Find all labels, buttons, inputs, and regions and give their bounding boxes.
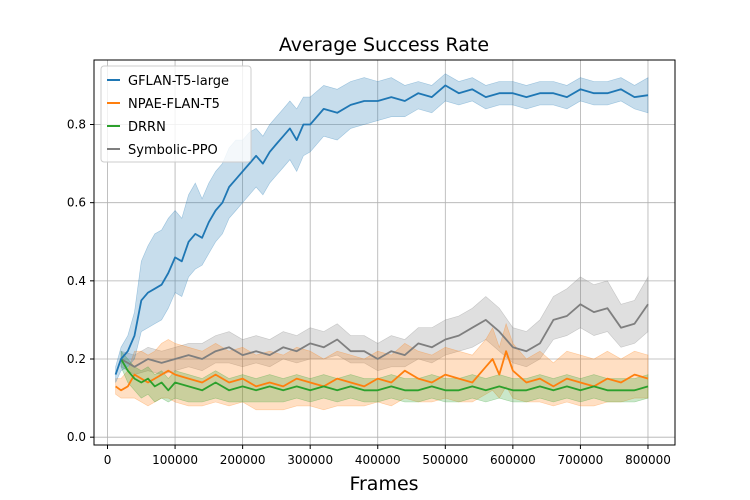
band-3 [120, 275, 649, 375]
y-tick-label: 0.8 [67, 117, 86, 131]
legend-label: GFLAN-T5-large [128, 74, 229, 89]
series-line-1 [115, 350, 649, 392]
y-tick-label: 0.6 [67, 196, 86, 210]
x-tick-label: 700000 [558, 453, 604, 467]
y-axis-ticks: 0.0 0.2 0.4 0.6 0.8 [67, 117, 94, 444]
series-lines [114, 84, 649, 392]
x-tick-label: 200000 [220, 453, 266, 467]
legend-label: Symbolic-PPO [128, 143, 218, 158]
x-axis-label: Frames [349, 473, 418, 495]
y-tick-label: 0.2 [67, 352, 86, 366]
y-tick-label: 0.4 [67, 274, 86, 288]
x-tick-label: 300000 [287, 453, 333, 467]
x-tick-label: 600000 [490, 453, 536, 467]
x-tick-label: 100000 [152, 453, 198, 467]
x-tick-label: 800000 [625, 453, 671, 467]
legend: GFLAN-T5-large NPAE-FLAN-T5 DRRN Symbolic-P… [100, 65, 252, 163]
legend-label: NPAE-FLAN-T5 [128, 97, 220, 112]
chart-title: Average Success Rate [279, 34, 489, 56]
y-tick-label: 0.0 [67, 430, 86, 444]
legend-box [100, 65, 252, 163]
x-axis-ticks: 0 100000 200000 300000 400000 500000 600000 700… [104, 445, 671, 467]
x-tick-label: 0 [104, 453, 112, 467]
x-tick-label: 400000 [355, 453, 401, 467]
series-line-3 [120, 303, 649, 368]
plot-frame [93, 59, 676, 446]
series-line-0 [114, 84, 649, 375]
x-tick-label: 500000 [422, 453, 468, 467]
legend-label: DRRN [128, 120, 166, 135]
series-line-2 [120, 358, 649, 392]
